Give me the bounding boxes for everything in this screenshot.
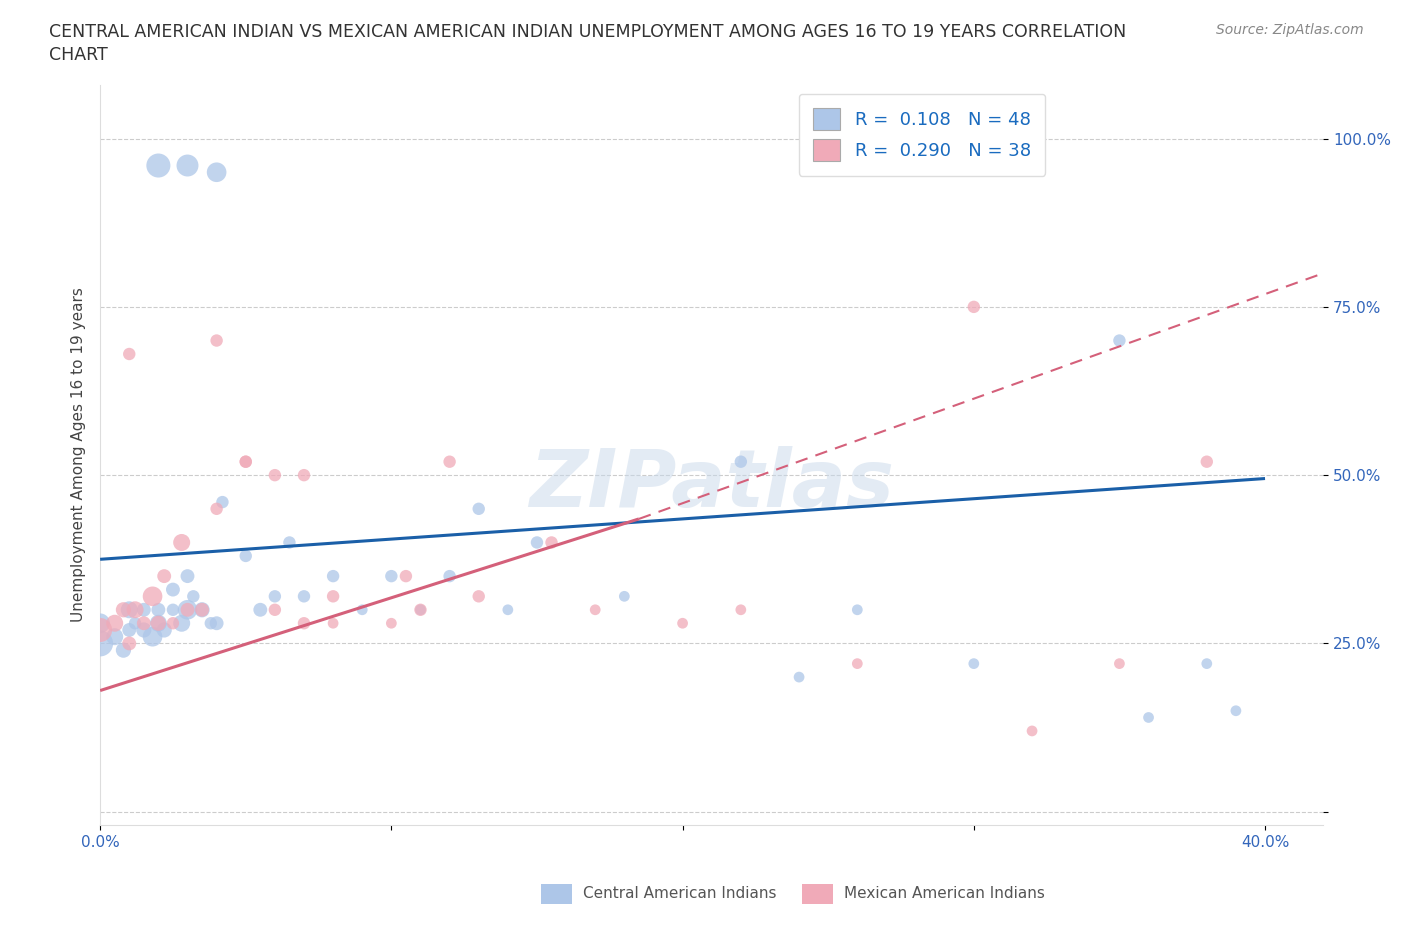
Point bbox=[205, 333, 228, 348]
Point bbox=[671, 616, 693, 631]
Point bbox=[132, 603, 155, 618]
Point bbox=[439, 568, 461, 583]
Point bbox=[395, 568, 418, 583]
Point bbox=[963, 657, 986, 671]
Point bbox=[292, 616, 315, 631]
Point bbox=[352, 603, 374, 618]
Point bbox=[467, 589, 489, 604]
Point bbox=[409, 603, 432, 618]
Point bbox=[540, 535, 562, 550]
Point bbox=[141, 630, 163, 644]
Point bbox=[162, 616, 184, 631]
Point bbox=[148, 616, 170, 631]
Point bbox=[380, 568, 402, 583]
Point bbox=[526, 535, 548, 550]
Point bbox=[787, 670, 810, 684]
Point bbox=[170, 535, 193, 550]
Point bbox=[89, 622, 111, 637]
Point bbox=[1195, 657, 1218, 671]
Point bbox=[292, 468, 315, 483]
Point bbox=[1021, 724, 1043, 738]
Point bbox=[162, 603, 184, 618]
Point bbox=[409, 603, 432, 618]
Point bbox=[322, 589, 344, 604]
Point bbox=[124, 616, 146, 631]
Point bbox=[322, 616, 344, 631]
Point bbox=[235, 454, 257, 469]
Point bbox=[235, 454, 257, 469]
Point bbox=[104, 630, 127, 644]
Point bbox=[263, 589, 285, 604]
Point bbox=[176, 603, 198, 618]
Point bbox=[118, 636, 141, 651]
Point bbox=[205, 165, 228, 179]
Point bbox=[112, 643, 135, 658]
Point bbox=[124, 603, 146, 618]
Point bbox=[1225, 703, 1247, 718]
Point bbox=[170, 616, 193, 631]
Text: Source: ZipAtlas.com: Source: ZipAtlas.com bbox=[1216, 23, 1364, 37]
Point bbox=[148, 158, 170, 173]
Point bbox=[439, 454, 461, 469]
Point bbox=[132, 616, 155, 631]
Point bbox=[176, 603, 198, 618]
Point bbox=[205, 501, 228, 516]
Point bbox=[263, 603, 285, 618]
Text: CENTRAL AMERICAN INDIAN VS MEXICAN AMERICAN INDIAN UNEMPLOYMENT AMONG AGES 16 TO: CENTRAL AMERICAN INDIAN VS MEXICAN AMERI… bbox=[49, 23, 1126, 41]
Point bbox=[846, 657, 869, 671]
Point bbox=[191, 603, 214, 618]
Point bbox=[148, 603, 170, 618]
Point bbox=[89, 636, 111, 651]
Point bbox=[322, 568, 344, 583]
Point bbox=[176, 158, 198, 173]
Point bbox=[249, 603, 271, 618]
Point bbox=[200, 616, 222, 631]
Point bbox=[118, 622, 141, 637]
Point bbox=[118, 347, 141, 362]
Point bbox=[153, 568, 176, 583]
Point bbox=[583, 603, 606, 618]
Point bbox=[132, 622, 155, 637]
Point bbox=[613, 589, 636, 604]
Point bbox=[263, 468, 285, 483]
Legend: R =  0.108   N = 48, R =  0.290   N = 38: R = 0.108 N = 48, R = 0.290 N = 38 bbox=[799, 94, 1045, 176]
Point bbox=[176, 568, 198, 583]
Point bbox=[148, 616, 170, 631]
Point bbox=[118, 603, 141, 618]
Point bbox=[496, 603, 519, 618]
Point bbox=[104, 616, 127, 631]
Point bbox=[846, 603, 869, 618]
Point bbox=[181, 589, 204, 604]
Point bbox=[730, 454, 752, 469]
Point bbox=[141, 589, 163, 604]
Point bbox=[1108, 333, 1130, 348]
Text: ZIPatlas: ZIPatlas bbox=[529, 445, 894, 524]
Point bbox=[211, 495, 233, 510]
Point bbox=[278, 535, 301, 550]
Point bbox=[112, 603, 135, 618]
Point bbox=[730, 603, 752, 618]
Text: Central American Indians: Central American Indians bbox=[583, 886, 776, 901]
Point bbox=[191, 603, 214, 618]
Point bbox=[963, 299, 986, 314]
Point bbox=[1195, 454, 1218, 469]
Y-axis label: Unemployment Among Ages 16 to 19 years: Unemployment Among Ages 16 to 19 years bbox=[72, 287, 86, 622]
Point bbox=[205, 616, 228, 631]
Point bbox=[153, 622, 176, 637]
Text: Mexican American Indians: Mexican American Indians bbox=[844, 886, 1045, 901]
Point bbox=[162, 582, 184, 597]
Point bbox=[235, 549, 257, 564]
Point bbox=[1108, 657, 1130, 671]
Text: CHART: CHART bbox=[49, 46, 108, 64]
Point bbox=[380, 616, 402, 631]
Point bbox=[467, 501, 489, 516]
Point bbox=[89, 616, 111, 631]
Point bbox=[1137, 710, 1160, 724]
Point bbox=[292, 589, 315, 604]
